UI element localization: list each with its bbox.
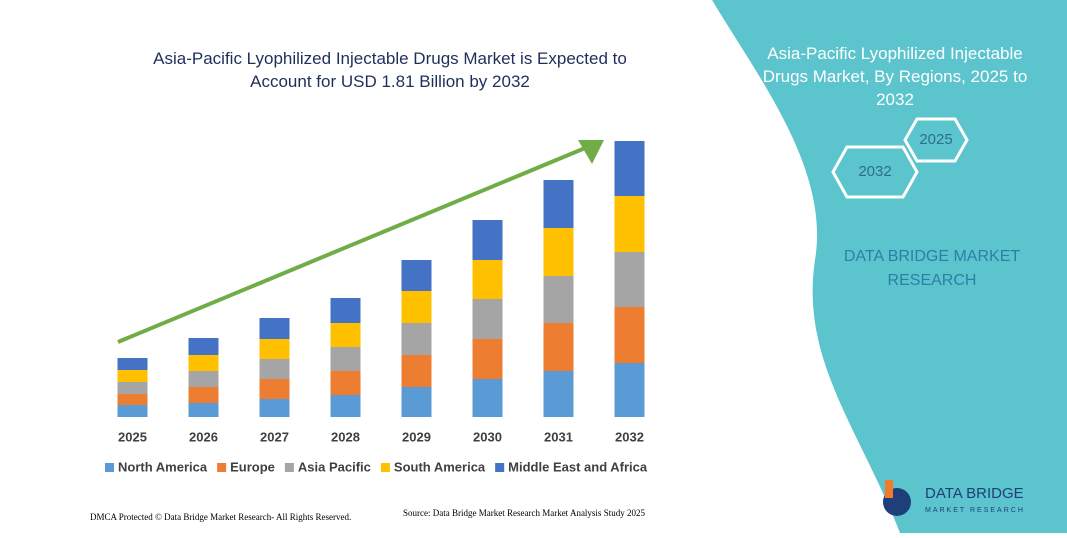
x-tick-label: 2025 bbox=[118, 429, 147, 444]
hexagon bbox=[903, 117, 969, 163]
x-tick-label: 2027 bbox=[260, 429, 289, 444]
bar-segment bbox=[259, 339, 290, 359]
bar-segment bbox=[543, 276, 574, 323]
logo-text: DATA BRIDGE bbox=[925, 485, 1024, 502]
bar-segment bbox=[330, 347, 361, 371]
x-tick-label: 2030 bbox=[473, 429, 502, 444]
x-tick-label: 2032 bbox=[615, 429, 644, 444]
legend-swatch bbox=[380, 463, 390, 472]
bar-segment bbox=[117, 394, 148, 405]
legend-label: Europe bbox=[230, 459, 275, 474]
bar-segment bbox=[330, 298, 361, 323]
legend-label: Middle East and Africa bbox=[508, 459, 648, 474]
bar-segment bbox=[401, 387, 432, 417]
bar-segment bbox=[117, 370, 148, 382]
hex-label: 2032 bbox=[858, 163, 891, 180]
bar-segment bbox=[117, 405, 148, 417]
bar-segment bbox=[259, 318, 290, 339]
bar-segment bbox=[117, 358, 148, 370]
logo-subtext: MARKET RESEARCH bbox=[925, 507, 1025, 514]
legend-swatch bbox=[284, 463, 294, 472]
copyright: DMCA Protected © Data Bridge Market Rese… bbox=[90, 512, 351, 522]
bar-segment bbox=[259, 399, 290, 417]
brand-text: DATA BRIDGE MARKET RESEARCH bbox=[844, 248, 1021, 289]
bar-segment bbox=[330, 323, 361, 347]
bar-segment bbox=[472, 339, 503, 379]
bar-segment bbox=[472, 379, 503, 417]
source: Source: Data Bridge Market Research Mark… bbox=[403, 508, 645, 518]
bar-segment bbox=[188, 338, 219, 355]
bar-segment bbox=[614, 252, 645, 307]
legend-swatch bbox=[105, 463, 114, 472]
x-tick-label: 2029 bbox=[402, 429, 431, 444]
bar-segment bbox=[614, 141, 645, 196]
chart-title: Asia-Pacific Lyophilized Injectable Drug… bbox=[153, 49, 627, 91]
x-tick-label: 2031 bbox=[544, 429, 573, 444]
bar-segment bbox=[472, 299, 503, 339]
bar-segment bbox=[330, 395, 361, 417]
bar-segment bbox=[188, 403, 219, 417]
bar-segment bbox=[543, 323, 574, 371]
bar-segment bbox=[188, 355, 219, 371]
bar-segment bbox=[543, 180, 574, 228]
legend-label: South America bbox=[394, 459, 486, 474]
legend-label: North America bbox=[118, 459, 208, 474]
legend-label: Asia Pacific bbox=[298, 459, 371, 474]
bar-segment bbox=[401, 291, 432, 323]
bar-segment bbox=[401, 355, 432, 387]
legend-swatch bbox=[217, 463, 227, 472]
arrow-head bbox=[578, 140, 604, 164]
legend-swatch bbox=[495, 463, 505, 472]
bar-segment bbox=[543, 228, 574, 276]
bar-segment bbox=[401, 260, 432, 291]
bar-segment bbox=[259, 379, 290, 399]
bar-segment bbox=[188, 387, 219, 403]
bar-segment bbox=[401, 323, 432, 355]
side-panel bbox=[712, 0, 1067, 533]
logo-icon bbox=[885, 480, 893, 498]
hex-label: 2025 bbox=[919, 131, 952, 148]
bar-segment bbox=[543, 371, 574, 417]
bar-segment bbox=[614, 307, 645, 363]
bar-segment bbox=[259, 359, 290, 379]
bar-segment bbox=[614, 363, 645, 417]
bar-segment bbox=[614, 196, 645, 252]
bar-segment bbox=[188, 371, 219, 387]
bar-segment bbox=[330, 371, 361, 395]
x-tick-label: 2026 bbox=[189, 429, 218, 444]
bar-segment bbox=[472, 260, 503, 299]
trend-arrow bbox=[117, 144, 591, 344]
x-tick-label: 2028 bbox=[331, 429, 360, 444]
hexagon bbox=[831, 145, 919, 199]
panel-title: Asia-Pacific Lyophilized Injectable Drugs… bbox=[763, 44, 1028, 109]
bar-segment bbox=[117, 382, 148, 394]
bar-segment bbox=[472, 220, 503, 260]
